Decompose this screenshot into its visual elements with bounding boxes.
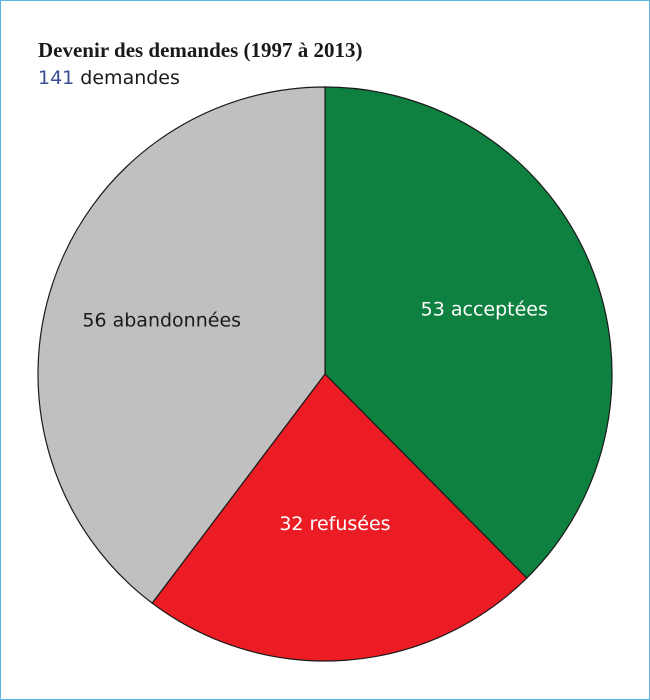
chart-subtitle: 141 demandes bbox=[38, 67, 180, 89]
slice-abandonnees bbox=[37, 86, 326, 604]
subtitle-count: 141 bbox=[38, 67, 75, 89]
subtitle-text: demandes bbox=[74, 67, 180, 89]
slice-acceptees bbox=[324, 86, 613, 579]
slice-refusees bbox=[151, 373, 528, 662]
chart-title: Devenir des demandes (1997 à 2013) bbox=[38, 38, 363, 62]
label-refusees: 32 refusées bbox=[279, 513, 390, 535]
label-acceptees: 53 acceptées bbox=[421, 299, 548, 321]
label-abandonnees: 56 abandonnées bbox=[82, 309, 241, 331]
